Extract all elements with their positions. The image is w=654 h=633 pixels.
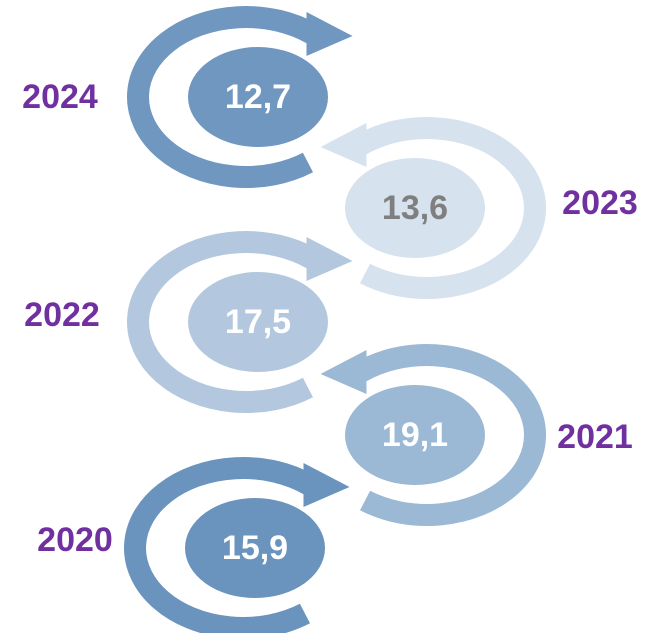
ring-arrow: [306, 11, 353, 56]
ring-arc: [127, 6, 318, 188]
ring: [124, 457, 350, 633]
value-ellipse: [185, 498, 325, 598]
ring: [127, 231, 353, 413]
ring: [320, 344, 546, 526]
value-label: 13,6: [382, 189, 448, 227]
year-label: 2024: [22, 78, 98, 116]
year-label: 2020: [37, 521, 113, 559]
value-ellipse: [345, 385, 485, 485]
year-label: 2021: [557, 418, 633, 456]
ring: [127, 6, 353, 188]
value-label: 17,5: [225, 303, 291, 341]
ring-arc: [127, 231, 318, 413]
ring-arc: [355, 117, 546, 299]
ring: [320, 117, 546, 299]
value-ellipse: [345, 158, 485, 258]
value-label: 12,7: [225, 78, 291, 116]
ring-arrow: [306, 236, 353, 281]
ring-arc: [355, 344, 546, 526]
year-label: 2023: [562, 184, 638, 222]
value-label: 19,1: [382, 416, 448, 454]
year-label: 2022: [24, 296, 100, 334]
ring-arrow: [320, 122, 367, 167]
value-ellipse: [188, 272, 328, 372]
value-label: 15,9: [222, 529, 288, 567]
ring-arrow: [303, 462, 350, 507]
value-ellipse: [188, 47, 328, 147]
ring-arrow: [320, 349, 367, 394]
ring-arc: [124, 457, 315, 633]
